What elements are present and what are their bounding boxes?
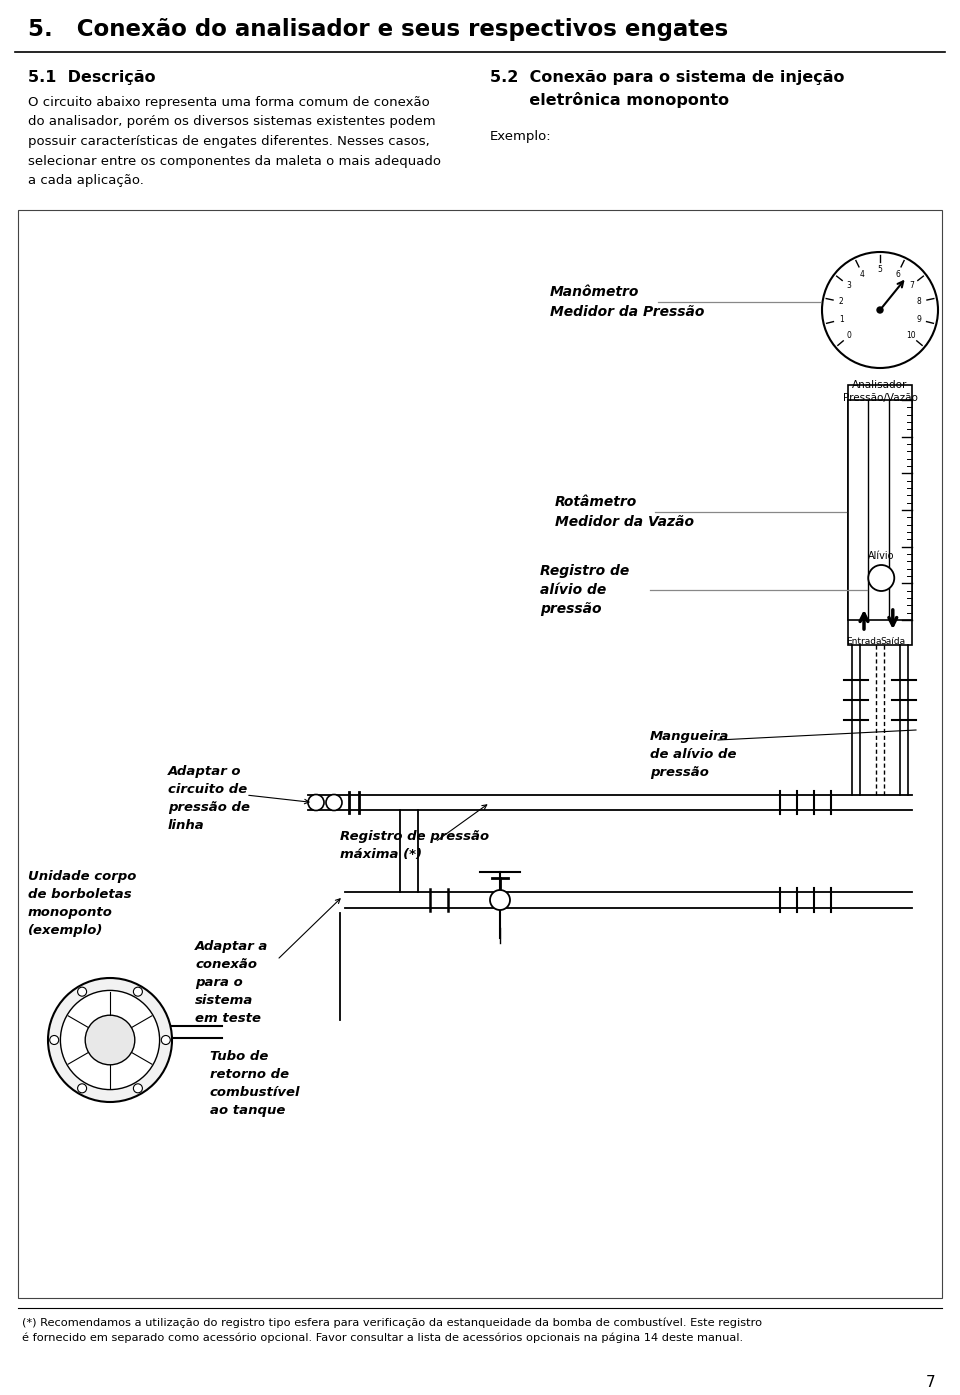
Circle shape xyxy=(48,978,172,1102)
Text: 5.2  Conexão para o sistema de injeção: 5.2 Conexão para o sistema de injeção xyxy=(490,70,845,85)
Circle shape xyxy=(60,990,159,1089)
Text: 5.   Conexão do analisador e seus respectivos engates: 5. Conexão do analisador e seus respecti… xyxy=(28,18,729,40)
Text: 8: 8 xyxy=(917,297,922,306)
Bar xyxy=(18,211,942,1297)
Circle shape xyxy=(50,1035,59,1045)
Text: Entrada: Entrada xyxy=(847,638,881,646)
Text: 4: 4 xyxy=(860,269,865,279)
Text: 10: 10 xyxy=(906,331,916,340)
Text: 1: 1 xyxy=(839,315,844,324)
Text: Rotâmetro
Medidor da Vazão: Rotâmetro Medidor da Vazão xyxy=(555,495,694,529)
Text: Registro de pressão
máxima (*): Registro de pressão máxima (*) xyxy=(340,830,490,861)
Bar xyxy=(848,385,912,644)
Circle shape xyxy=(161,1035,170,1045)
Circle shape xyxy=(490,890,510,910)
Text: 5: 5 xyxy=(877,265,882,275)
Text: 0: 0 xyxy=(847,331,852,340)
Circle shape xyxy=(85,1016,134,1064)
Text: Alívio: Alívio xyxy=(868,551,895,561)
Text: 3: 3 xyxy=(846,280,851,290)
Text: 7: 7 xyxy=(909,280,914,290)
Text: 9: 9 xyxy=(917,315,922,324)
Text: Unidade corpo
de borboletas
monoponto
(exemplo): Unidade corpo de borboletas monoponto (e… xyxy=(28,870,136,937)
Text: 7: 7 xyxy=(925,1375,935,1389)
Circle shape xyxy=(78,988,86,996)
Bar xyxy=(848,400,912,619)
Text: Tubo de
retorno de
combustível
ao tanque: Tubo de retorno de combustível ao tanque xyxy=(210,1050,300,1117)
Circle shape xyxy=(133,1084,142,1092)
Circle shape xyxy=(78,1084,86,1092)
Text: Exemplo:: Exemplo: xyxy=(490,130,552,144)
Text: eletrônica monoponto: eletrônica monoponto xyxy=(490,92,730,107)
Text: 6: 6 xyxy=(895,269,900,279)
Circle shape xyxy=(133,988,142,996)
Text: Saída: Saída xyxy=(880,638,905,646)
Text: Adaptar o
circuito de
pressão de
linha: Adaptar o circuito de pressão de linha xyxy=(168,764,250,831)
Circle shape xyxy=(326,795,342,810)
Text: O circuito abaixo representa uma forma comum de conexão
do analisador, porém os : O circuito abaixo representa uma forma c… xyxy=(28,96,441,187)
Text: Adaptar a
conexão
para o
sistema
em teste: Adaptar a conexão para o sistema em test… xyxy=(195,940,269,1025)
Circle shape xyxy=(308,795,324,810)
Circle shape xyxy=(822,252,938,368)
Text: 5.1  Descrição: 5.1 Descrição xyxy=(28,70,156,85)
Circle shape xyxy=(868,565,895,591)
Circle shape xyxy=(877,307,883,312)
Text: 2: 2 xyxy=(838,297,843,306)
Text: (*) Recomendamos a utilização do registro tipo esfera para verificação da estanq: (*) Recomendamos a utilização do registr… xyxy=(22,1318,762,1343)
Text: Manômetro
Medidor da Pressão: Manômetro Medidor da Pressão xyxy=(550,285,705,318)
Text: Mangueira
de alívio de
pressão: Mangueira de alívio de pressão xyxy=(650,730,736,778)
Text: Registro de
alívio de
pressão: Registro de alívio de pressão xyxy=(540,564,629,617)
Text: Analisador
Pressão/Vazão: Analisador Pressão/Vazão xyxy=(843,379,918,403)
